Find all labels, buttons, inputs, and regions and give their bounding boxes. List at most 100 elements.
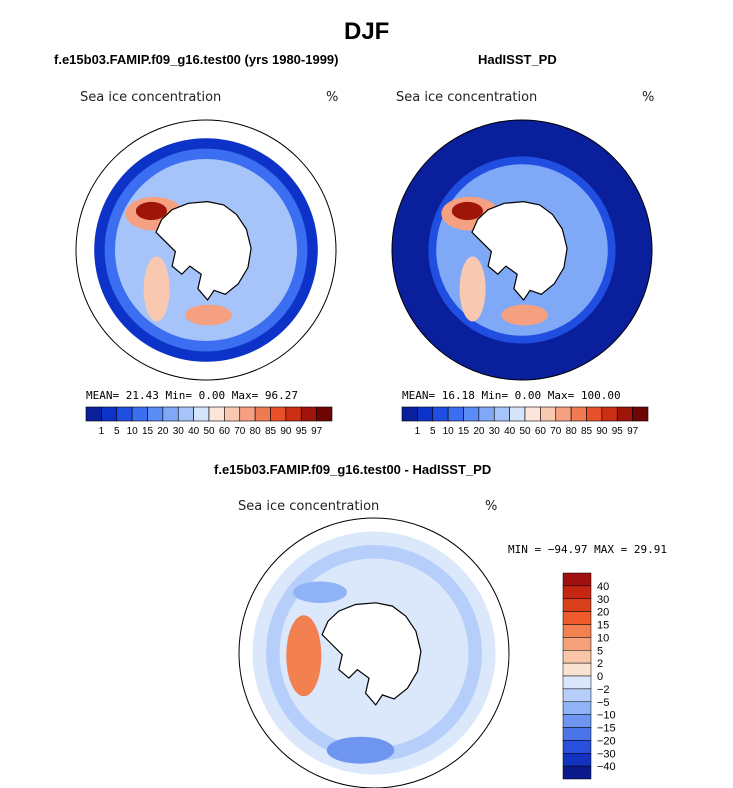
- colorbar-swatch: [147, 406, 164, 422]
- colorbar-tick-label: −5: [597, 697, 610, 709]
- colorbar-swatch: [562, 662, 592, 677]
- colorbar-swatch: [562, 598, 592, 612]
- panel-1-map-boundary: [75, 119, 337, 381]
- colorbar-swatch: [208, 406, 225, 422]
- panel-2-mean: 16.18: [441, 389, 475, 402]
- colorbar-swatch: [601, 406, 618, 422]
- colorbar-swatch: [562, 740, 592, 754]
- colorbar-tick-label: 97: [627, 426, 639, 437]
- panel-1-units: %: [326, 90, 339, 105]
- weddell-positive-anomaly: [286, 615, 322, 697]
- panel-2-mean-label: MEAN=: [402, 389, 436, 402]
- colorbar-swatch: [540, 406, 557, 422]
- colorbar-tick-label: 10: [127, 426, 139, 437]
- colorbar-tick-label: 1: [99, 426, 105, 437]
- negative-anomaly: [293, 581, 347, 604]
- colorbar-tick-label: 2: [597, 658, 603, 670]
- panel-3-units: %: [485, 499, 498, 514]
- colorbar-tick-label: 30: [489, 426, 501, 437]
- colorbar-tick-label: 40: [504, 426, 516, 437]
- colorbar-swatch: [401, 406, 418, 422]
- colorbar-tick-label: −2: [597, 684, 610, 696]
- figure-title: DJF: [344, 18, 390, 45]
- panel-1-title: f.e15b03.FAMIP.f09_g16.test00 (yrs 1980-…: [54, 52, 339, 67]
- colorbar-swatch: [562, 765, 592, 780]
- colorbar-swatch: [432, 406, 449, 422]
- panel-2-max: 100.00: [580, 389, 621, 402]
- colorbar-swatch: [562, 611, 592, 625]
- colorbar-swatch: [85, 406, 102, 422]
- colorbar-swatch: [300, 406, 317, 422]
- colorbar-swatch: [562, 585, 592, 599]
- colorbar-tick-label: 80: [566, 426, 578, 437]
- colorbar-tick-label: 15: [458, 426, 470, 437]
- panel-2-min-label: Min=: [481, 389, 509, 402]
- colorbar-tick-label: 5: [114, 426, 120, 437]
- colorbar-swatch: [270, 406, 287, 422]
- colorbar-tick-label: −15: [597, 723, 616, 735]
- colorbar-swatch: [562, 572, 592, 587]
- colorbar-swatch: [131, 406, 148, 422]
- colorbar-tick-label: 5: [597, 645, 603, 657]
- colorbar-tick-label: 5: [430, 426, 436, 437]
- panel-3-antarctica-outline: [321, 602, 422, 706]
- west-antarctic-ice: [143, 256, 170, 322]
- colorbar-tick-label: −20: [597, 735, 616, 747]
- colorbar-tick-label: 20: [157, 426, 169, 437]
- colorbar-swatch: [562, 688, 592, 702]
- colorbar-swatch: [562, 650, 592, 664]
- colorbar-tick-label: 50: [519, 426, 531, 437]
- panel-1-max: 96.27: [264, 389, 298, 402]
- colorbar-swatch: [562, 675, 592, 690]
- colorbar-swatch: [570, 406, 587, 422]
- colorbar-swatch: [555, 406, 572, 422]
- colorbar-swatch: [562, 714, 592, 728]
- ross-sea-ice: [185, 304, 233, 326]
- colorbar-tick-label: 10: [597, 632, 609, 644]
- west-antarctic-ice: [459, 256, 486, 322]
- panel-1-colorbar: 1 5 10 15 20 30 40 50 60 70 80 85 90 95 97: [85, 406, 333, 437]
- colorbar-swatch: [562, 727, 592, 741]
- panel-1-min: 0.00: [198, 389, 226, 402]
- colorbar-tick-label: 60: [535, 426, 547, 437]
- panel-1-field-label: Sea ice concentration: [80, 90, 222, 105]
- colorbar-tick-label: 90: [596, 426, 608, 437]
- colorbar-tick-label: 85: [581, 426, 593, 437]
- colorbar-swatch: [509, 406, 526, 422]
- colorbar-tick-label: 50: [203, 426, 215, 437]
- colorbar-tick-label: −40: [597, 761, 616, 773]
- colorbar-tick-label: 95: [612, 426, 624, 437]
- colorbar-swatch: [562, 624, 592, 638]
- panel-2-antarctica-outline: [471, 200, 568, 301]
- panel-2-stats: MEAN= 16.18 Min= 0.00 Max= 100.00: [402, 389, 621, 402]
- colorbar-swatch: [101, 406, 118, 422]
- colorbar-swatch: [417, 406, 434, 422]
- panel-1-mean-label: MEAN=: [86, 389, 120, 402]
- colorbar-swatch: [632, 406, 649, 422]
- colorbar-swatch: [586, 406, 603, 422]
- weddell-ice-core: [451, 201, 483, 221]
- panel-2-min: 0.00: [514, 389, 542, 402]
- ross-sea-ice: [501, 304, 548, 326]
- colorbar-swatch: [285, 406, 302, 422]
- colorbar-tick-label: 40: [597, 581, 609, 593]
- colorbar-swatch: [463, 406, 480, 422]
- panel-2-map-boundary: [391, 119, 653, 381]
- panel-3-stats: MIN = −94.97 MAX = 29.91: [508, 543, 667, 556]
- panel-1-mean: 21.43: [125, 389, 159, 402]
- panel-2-field: [391, 119, 653, 381]
- colorbar-swatch: [177, 406, 194, 422]
- colorbar-tick-label: 95: [296, 426, 308, 437]
- panel-3-field-label: Sea ice concentration: [238, 499, 380, 514]
- colorbar-tick-label: 20: [473, 426, 485, 437]
- colorbar-swatch: [254, 406, 271, 422]
- colorbar-swatch: [116, 406, 133, 422]
- panel-1-field: [75, 119, 337, 381]
- colorbar-tick-label: 10: [443, 426, 455, 437]
- colorbar-swatch: [193, 406, 210, 422]
- colorbar-swatch: [562, 637, 592, 651]
- colorbar-tick-label: 0: [597, 671, 603, 683]
- ross-negative-anomaly: [326, 736, 395, 764]
